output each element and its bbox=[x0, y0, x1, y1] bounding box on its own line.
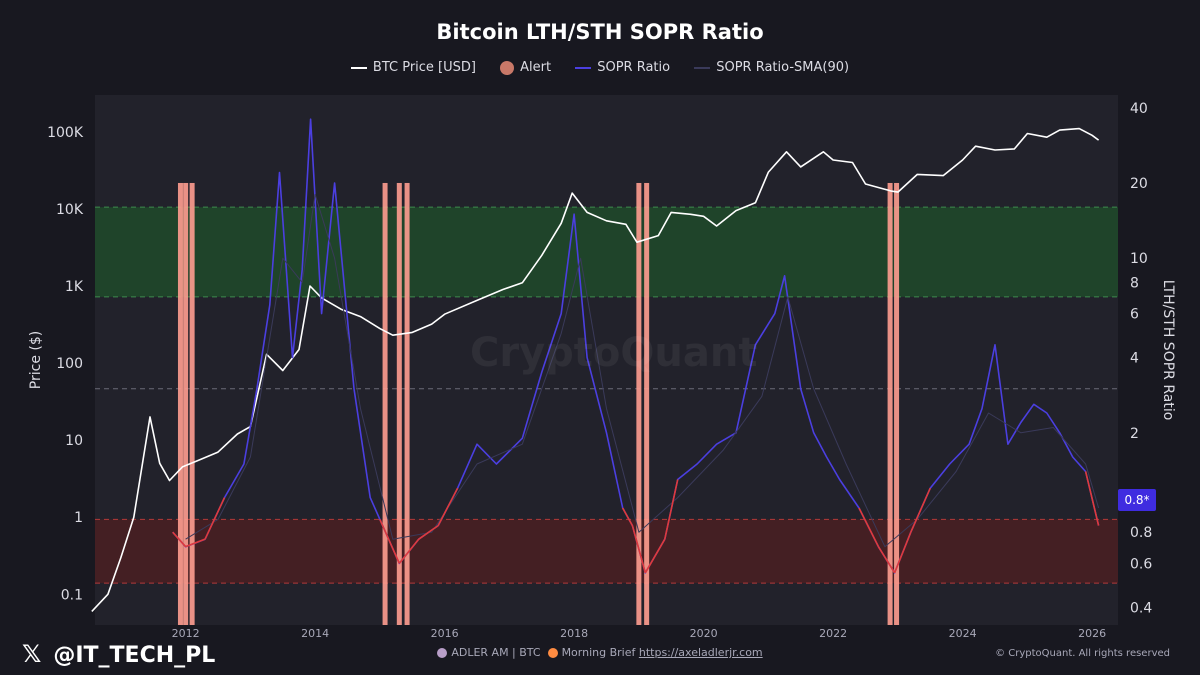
alert-bar bbox=[189, 182, 195, 625]
legend-item-sopr-sma[interactable]: SOPR Ratio-SMA(90) bbox=[694, 60, 849, 75]
alert-bar bbox=[396, 182, 402, 625]
sopr-low-segment bbox=[379, 519, 401, 564]
alert-bar bbox=[636, 182, 642, 625]
sopr-low-segment bbox=[204, 497, 226, 540]
watermark: CryptoQuant bbox=[470, 330, 758, 376]
legend-swatch-btc-price bbox=[350, 66, 367, 69]
x-tick-label: 2020 bbox=[690, 627, 718, 640]
x-tick-label: 2024 bbox=[949, 627, 977, 640]
x-tick-label: 2026 bbox=[1078, 627, 1106, 640]
copyright: © CryptoQuant. All rights reserved bbox=[995, 648, 1170, 659]
sopr-low-segment bbox=[644, 538, 666, 574]
y-tick-label: 100K bbox=[47, 125, 84, 141]
y-tick-label: 1K bbox=[65, 279, 84, 295]
sopr-low-segment bbox=[910, 487, 931, 533]
alert-bar bbox=[644, 182, 650, 625]
y2-tick-label: 40 bbox=[1130, 101, 1148, 117]
y-tick-label: 10K bbox=[56, 202, 84, 218]
x-tick-label: 2018 bbox=[560, 627, 588, 640]
legend-label-sopr-ratio: SOPR Ratio bbox=[597, 60, 671, 75]
alert-bar bbox=[382, 182, 388, 625]
legend-swatch-sopr-ratio bbox=[575, 66, 592, 69]
legend-label-sopr-sma: SOPR Ratio-SMA(90) bbox=[716, 60, 850, 75]
sopr-low-segment bbox=[418, 524, 439, 540]
sopr-low-segment bbox=[398, 538, 420, 564]
sopr-low-segment bbox=[893, 531, 912, 574]
x-tick-label: 2016 bbox=[431, 627, 459, 640]
alert-bar bbox=[887, 182, 893, 625]
sopr-low-segment bbox=[663, 479, 679, 540]
zone-green bbox=[95, 207, 1118, 297]
adler-logo-icon bbox=[437, 648, 448, 658]
y-tick-label: 10 bbox=[65, 433, 83, 449]
legend-item-btc-price[interactable]: BTC Price [USD] bbox=[350, 60, 476, 75]
sopr-low-segment bbox=[437, 487, 459, 526]
sopr-low-segment bbox=[185, 538, 206, 548]
legend-label-alert: Alert bbox=[520, 60, 552, 75]
y2-axis-label: LTH/STH SOPR Ratio bbox=[1160, 280, 1176, 421]
chart-title: Bitcoin LTH/STH SOPR Ratio bbox=[436, 20, 764, 44]
y2-tick-label: 8 bbox=[1130, 275, 1139, 291]
legend-item-sopr-ratio[interactable]: SOPR Ratio bbox=[575, 60, 670, 75]
sopr-low-segment bbox=[877, 546, 896, 574]
y2-tick-label: 6 bbox=[1130, 307, 1139, 323]
y-axis-label: Price ($) bbox=[28, 331, 44, 389]
handle-text: @IT_TECH_PL bbox=[53, 643, 216, 668]
y-tick-label: 1 bbox=[74, 510, 83, 526]
zone-red bbox=[95, 519, 1118, 584]
y2-tick-label: 10 bbox=[1130, 251, 1148, 267]
y-tick-label: 100 bbox=[56, 356, 83, 372]
series-line-2 bbox=[185, 193, 1100, 548]
sopr-low-segment bbox=[621, 507, 634, 526]
legend-label-btc-price: BTC Price [USD] bbox=[372, 60, 476, 75]
y-tick-label: 0.1 bbox=[61, 587, 83, 603]
alert-bar bbox=[894, 182, 900, 625]
footer-middle: Morning Brief bbox=[561, 646, 636, 659]
y2-tick-label: 20 bbox=[1130, 176, 1148, 192]
sopr-low-segment bbox=[631, 525, 647, 574]
sopr-low-segment bbox=[1084, 471, 1100, 526]
series-line-0 bbox=[91, 127, 1100, 612]
y2-tick-label: 0.4 bbox=[1130, 600, 1152, 616]
x-tick-label: 2022 bbox=[819, 627, 847, 640]
y2-tick-label: 2 bbox=[1130, 426, 1139, 442]
legend-swatch-sopr-sma bbox=[694, 66, 711, 69]
chart-legend: BTC Price [USD] Alert SOPR Ratio SOPR Ra… bbox=[0, 60, 1200, 75]
legend-swatch-alert bbox=[500, 60, 515, 75]
latest-value-badge: 0.8* bbox=[1118, 489, 1156, 511]
social-handle[interactable]: 𝕏 @IT_TECH_PL bbox=[22, 640, 215, 668]
y2-tick-label: 0.6 bbox=[1130, 556, 1152, 572]
x-logo-icon: 𝕏 bbox=[22, 640, 42, 668]
footer-credits: ADLER AM | BTC Morning Brief https://axe… bbox=[0, 646, 1200, 659]
y2-tick-label: 0.8 bbox=[1130, 525, 1152, 541]
y2-tick-label: 4 bbox=[1130, 351, 1139, 367]
sopr-low-segment bbox=[858, 507, 880, 548]
x-tick-label: 2012 bbox=[172, 627, 200, 640]
alert-bar bbox=[404, 182, 410, 625]
footer-link[interactable]: https://axeladlerjr.com bbox=[638, 646, 763, 659]
alert-bar bbox=[177, 182, 183, 625]
sopr-low-segment bbox=[172, 531, 187, 548]
x-tick-label: 2014 bbox=[301, 627, 329, 640]
morning-brief-icon bbox=[547, 648, 558, 658]
footer-left: ADLER AM | BTC bbox=[451, 646, 541, 659]
alert-bar bbox=[183, 182, 189, 625]
legend-item-alert[interactable]: Alert bbox=[500, 60, 551, 75]
